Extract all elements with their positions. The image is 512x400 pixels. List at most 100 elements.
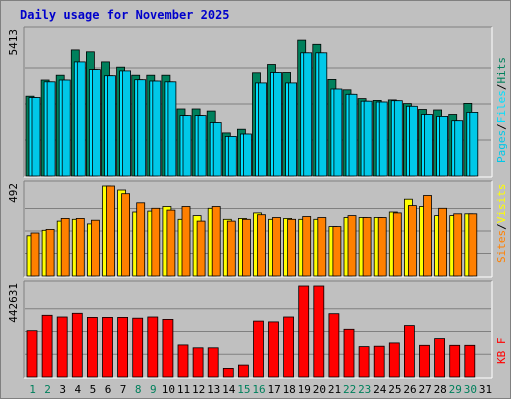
day-label-10: 10 xyxy=(162,383,175,396)
bar-pages-day-15 xyxy=(242,133,252,177)
bar-sites-day-5 xyxy=(91,219,100,277)
bar-pages-day-2 xyxy=(46,81,56,177)
bar-pages-day-10 xyxy=(167,81,177,177)
bar-kb-f-day-8 xyxy=(132,317,144,378)
day-label-1: 1 xyxy=(29,383,36,396)
bar-kb-f-day-13 xyxy=(207,347,219,378)
bar-kb-f-day-6 xyxy=(102,316,113,378)
bar-sites-day-23 xyxy=(362,217,372,277)
bar-sites-day-2 xyxy=(45,228,55,277)
bar-pages-day-18 xyxy=(288,82,298,177)
day-label-19: 19 xyxy=(298,383,311,396)
bar-kb-f-day-27 xyxy=(419,344,430,378)
bar-kb-f-day-29 xyxy=(449,344,461,378)
bar-kb-f-day-11 xyxy=(177,344,189,378)
bar-pages-day-29 xyxy=(454,120,464,177)
bar-pages-day-25 xyxy=(393,100,403,177)
bar-pages-day-20 xyxy=(318,52,328,177)
bar-pages-day-19 xyxy=(303,52,313,177)
bar-sites-day-1 xyxy=(30,232,40,277)
bar-pages-day-6 xyxy=(107,75,116,177)
day-label-24: 24 xyxy=(373,383,387,396)
day-label-2: 2 xyxy=(44,383,51,396)
legend-item: / xyxy=(495,84,508,91)
legend-item: KB F xyxy=(495,338,508,365)
bar-kb-f-day-12 xyxy=(192,347,204,378)
bar-kb-f-day-19 xyxy=(298,285,310,378)
bar-kb-f-day-28 xyxy=(434,338,446,378)
day-label-9: 9 xyxy=(150,383,157,396)
day-label-8: 8 xyxy=(135,383,142,396)
day-label-21: 21 xyxy=(328,383,341,396)
day-label-29: 29 xyxy=(449,383,462,396)
bar-pages-day-24 xyxy=(378,101,388,177)
legend-item: Files xyxy=(495,90,508,123)
panel-visits-sites: 492 Sites/Visits xyxy=(7,180,508,278)
bar-sites-day-4 xyxy=(75,217,85,277)
bar-kb-f-day-24 xyxy=(373,345,385,378)
bar-sites-day-18 xyxy=(287,218,297,277)
day-label-11: 11 xyxy=(177,383,190,396)
bar-sites-day-25 xyxy=(392,212,402,277)
day-label-14: 14 xyxy=(222,383,236,396)
bar-kb-f-day-23 xyxy=(358,346,370,378)
bar-pages-day-16 xyxy=(258,82,267,177)
day-label-6: 6 xyxy=(105,383,112,396)
bar-sites-day-3 xyxy=(60,217,70,277)
bar-pages-day-12 xyxy=(197,115,207,177)
day-label-7: 7 xyxy=(120,383,127,396)
bar-sites-day-10 xyxy=(166,209,176,277)
bar-sites-day-29 xyxy=(453,213,463,277)
bar-pages-day-4 xyxy=(76,61,86,177)
day-label-28: 28 xyxy=(434,383,447,396)
bar-pages-day-23 xyxy=(363,100,373,177)
chart-title: Daily usage for November 2025 xyxy=(20,8,230,22)
day-label-30: 30 xyxy=(464,383,477,396)
bar-pages-day-26 xyxy=(408,105,418,177)
bar-sites-day-30 xyxy=(468,213,478,277)
day-label-18: 18 xyxy=(283,383,296,396)
bar-sites-day-22 xyxy=(347,215,357,277)
bar-pages-day-11 xyxy=(182,115,192,177)
bar-kb-f-day-15 xyxy=(237,364,249,378)
day-label-22: 22 xyxy=(343,383,356,396)
bar-pages-day-13 xyxy=(212,122,222,177)
bar-sites-day-9 xyxy=(151,207,161,277)
bar-pages-day-17 xyxy=(273,72,282,177)
bar-pages-day-27 xyxy=(424,114,433,177)
bar-kb-f-day-18 xyxy=(283,316,295,378)
bar-kb-f-day-7 xyxy=(117,316,128,378)
y-max-label: 442631 xyxy=(7,283,20,323)
bar-sites-day-28 xyxy=(438,207,448,277)
legend-item: Hits xyxy=(495,57,508,84)
bar-kb-f-day-14 xyxy=(222,367,234,378)
bar-kb-f-day-10 xyxy=(162,318,174,378)
day-label-12: 12 xyxy=(192,383,205,396)
bar-pages-day-14 xyxy=(227,135,237,177)
bar-kb-f-day-2 xyxy=(41,314,53,378)
bar-pages-day-7 xyxy=(122,70,131,177)
bar-pages-day-3 xyxy=(61,79,71,177)
bar-kb-f-day-26 xyxy=(403,325,415,378)
bar-kb-f-day-5 xyxy=(87,316,98,378)
bar-kb-f-day-30 xyxy=(464,344,476,378)
bar-kb-f-day-1 xyxy=(26,330,38,378)
bar-kb-f-day-4 xyxy=(71,312,83,378)
bar-sites-day-20 xyxy=(317,217,327,277)
day-label-26: 26 xyxy=(403,383,416,396)
bar-sites-day-21 xyxy=(332,226,342,277)
day-label-23: 23 xyxy=(358,383,371,396)
day-label-3: 3 xyxy=(59,383,66,396)
bar-kb-f-day-16 xyxy=(253,320,264,378)
day-label-15: 15 xyxy=(237,383,250,396)
legend-item: / xyxy=(495,223,508,230)
bar-sites-day-12 xyxy=(196,220,206,277)
bar-sites-day-11 xyxy=(181,206,191,277)
panel-kbf: 442631 KB F xyxy=(7,280,508,379)
bar-kb-f-day-3 xyxy=(56,316,68,378)
bar-kb-f-day-21 xyxy=(328,313,340,378)
day-label-5: 5 xyxy=(90,383,97,396)
bar-sites-day-14 xyxy=(226,220,236,277)
y-max-label: 5413 xyxy=(7,29,20,56)
